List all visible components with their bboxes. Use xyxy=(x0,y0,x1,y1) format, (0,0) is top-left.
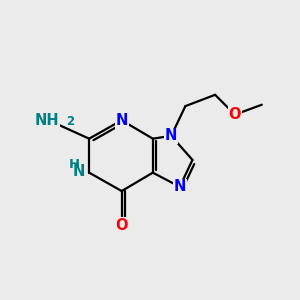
Text: N: N xyxy=(173,179,186,194)
Text: H: H xyxy=(69,158,80,171)
Text: NH: NH xyxy=(35,113,59,128)
Text: N: N xyxy=(73,164,85,179)
Text: O: O xyxy=(229,107,241,122)
Text: 2: 2 xyxy=(66,115,74,128)
Text: N: N xyxy=(165,128,177,143)
Text: O: O xyxy=(116,218,128,232)
Text: N: N xyxy=(116,113,128,128)
